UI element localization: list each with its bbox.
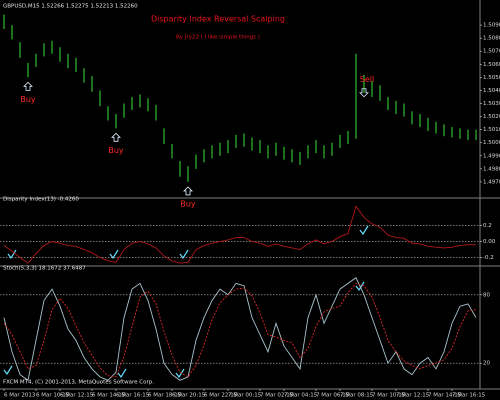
y-tick-label: 1.5000 <box>483 140 500 146</box>
x-tick-label: 7 Mar 06:15 <box>316 393 350 399</box>
y-tick-label: 1.5010 <box>483 127 500 133</box>
buy-arrow <box>183 186 193 196</box>
x-tick-label: 7 Mar 16:15 <box>452 393 486 399</box>
buy-arrow <box>23 81 33 91</box>
y-tick-label: 1.5030 <box>483 101 500 107</box>
x-tick-label: 7 Mar 02:15 <box>260 393 294 399</box>
y-tick-label: 1.5020 <box>483 114 500 120</box>
signal-check <box>117 368 127 379</box>
x-tick-label: 7 Mar 04:15 <box>284 393 318 399</box>
panel-header: Stoch(5,3,3) 18.1672 37.6487 <box>3 266 86 272</box>
y-tick-label: 0.2 <box>483 223 492 229</box>
x-tick-label: 6 Mar 10:15 <box>36 393 70 399</box>
y-tick-label: 1.5070 <box>483 49 500 55</box>
y-tick-label: 1.5080 <box>483 36 500 42</box>
panel-header: Disparity Index(13) -0.4260 <box>3 197 79 203</box>
footer: FXCM MT4, (C) 2001-2013, MetaQuotes Soft… <box>3 380 154 386</box>
chart-subtitle: By Jry22 ( I like simple things ) <box>176 35 260 41</box>
signal-check <box>359 225 369 236</box>
y-tick-label: 80 <box>483 292 490 298</box>
x-tick-label: 7 Mar 00:15 <box>228 393 262 399</box>
chart-title: Disparity Index Reversal Scalping <box>151 15 285 24</box>
annotation: Buy <box>20 95 36 104</box>
sell-arrow <box>359 88 369 98</box>
series-line <box>3 205 476 264</box>
x-tick-label: 6 Mar 16:15 <box>116 393 150 399</box>
panel-header: GBPUSD,M15 1.52266 1.52275 1.52213 1.522… <box>3 4 138 10</box>
series-line <box>3 282 477 378</box>
x-tick-label: 6 Mar 20:15 <box>172 393 206 399</box>
x-tick-label: 6 Mar 22:15 <box>204 393 238 399</box>
x-tick-label: 7 Mar 12:15 <box>396 393 430 399</box>
annotation: Buy <box>180 199 196 208</box>
signal-check <box>175 368 185 379</box>
y-tick-label: 20 <box>483 361 490 367</box>
y-tick-label: 0.00 <box>483 239 496 245</box>
x-tick-label: 6 Mar 18:15 <box>148 393 182 399</box>
x-tick-label: 7 Mar 08:15 <box>340 393 374 399</box>
x-tick-label: 7 Mar 14:15 <box>428 393 462 399</box>
y-tick-label: 1.4990 <box>483 153 500 159</box>
x-tick-label: 6 Mar 12:15 <box>60 393 94 399</box>
annotation: Sell <box>360 75 374 84</box>
x-tick-label: 6 Mar 2013 <box>4 393 36 399</box>
buy-arrow <box>111 132 121 142</box>
y-tick-label: 1.5040 <box>483 88 500 94</box>
series-line <box>3 277 477 382</box>
annotation: Buy <box>108 146 124 155</box>
y-tick-label: 1.4980 <box>483 166 500 172</box>
signal-check <box>3 365 13 376</box>
signal-check <box>179 249 189 260</box>
y-tick-label: 1.5050 <box>483 75 500 81</box>
y-tick-label: -0.2 <box>483 255 494 261</box>
x-tick-label: 6 Mar 14:15 <box>92 393 126 399</box>
y-tick-label: 1.4970 <box>483 179 500 185</box>
y-tick-label: 1.5090 <box>483 23 500 29</box>
x-tick-label: 7 Mar 10:15 <box>372 393 406 399</box>
signal-check <box>355 281 365 292</box>
y-tick-label: 1.5060 <box>483 62 500 68</box>
signal-check <box>109 249 119 260</box>
